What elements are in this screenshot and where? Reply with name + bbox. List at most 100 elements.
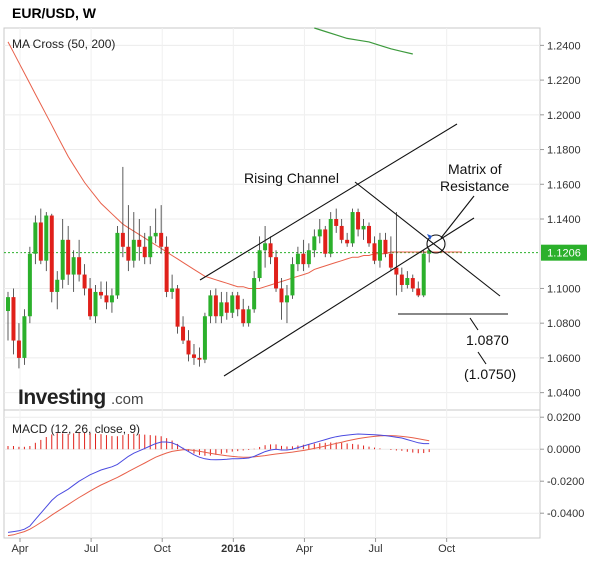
logo-text: Investing bbox=[18, 386, 106, 409]
candle bbox=[120, 166, 125, 258]
candle bbox=[263, 225, 268, 268]
candle-body bbox=[339, 225, 344, 240]
candle-body bbox=[104, 295, 109, 303]
price-tick-label: 1.1800 bbox=[547, 145, 581, 157]
candle bbox=[328, 212, 333, 258]
candle bbox=[410, 274, 415, 292]
candle bbox=[66, 225, 71, 285]
price-axis: 1.2400 1.2200 1.2000 1.1800 1.1600 1.1400 1.12… bbox=[540, 40, 587, 400]
candle-body bbox=[11, 297, 16, 341]
candle bbox=[33, 215, 38, 265]
chart-title: EUR/USD, W bbox=[12, 5, 96, 21]
candle bbox=[306, 243, 311, 268]
time-tick-label: Jul bbox=[369, 543, 383, 555]
candle-body bbox=[148, 236, 153, 258]
candle-body bbox=[6, 297, 10, 312]
callout-line-1 bbox=[469, 317, 479, 331]
macd-layer bbox=[7, 432, 430, 537]
candle bbox=[22, 309, 27, 365]
candle bbox=[164, 236, 169, 298]
candle-body bbox=[230, 295, 235, 313]
candle-body bbox=[383, 239, 388, 254]
candle-body bbox=[345, 239, 350, 244]
candle bbox=[421, 250, 426, 298]
candle bbox=[170, 274, 175, 299]
candle-body bbox=[279, 288, 284, 303]
candle bbox=[339, 219, 344, 244]
candle bbox=[11, 288, 16, 355]
candle-body bbox=[109, 295, 114, 303]
candle-body bbox=[394, 267, 399, 275]
candle bbox=[284, 284, 289, 324]
candle-body bbox=[257, 250, 262, 279]
resistance-line bbox=[354, 181, 501, 297]
logo-suffix: .com bbox=[111, 391, 144, 408]
candle-body bbox=[323, 229, 328, 254]
candle-body bbox=[301, 253, 306, 265]
candle-body bbox=[263, 243, 268, 251]
price-tick-label: 1.1400 bbox=[547, 214, 581, 226]
candle bbox=[252, 271, 257, 313]
candle-body bbox=[361, 225, 366, 230]
current-price-badge bbox=[541, 244, 587, 261]
investing-logo: Investing .com bbox=[18, 386, 144, 409]
candle-body bbox=[60, 239, 65, 280]
candle-body bbox=[306, 250, 311, 265]
candle-body bbox=[224, 302, 229, 313]
candle bbox=[16, 323, 21, 369]
time-tick-label: Jul bbox=[84, 543, 98, 555]
callout-line-2 bbox=[477, 351, 487, 365]
candle-body bbox=[93, 291, 98, 317]
candle-body bbox=[202, 316, 207, 360]
candle bbox=[345, 232, 350, 247]
candle-body bbox=[66, 239, 71, 275]
time-tick-label: Apr bbox=[296, 543, 313, 555]
macd-axis: 0.0200 0.0000 -0.0200 -0.0400 bbox=[540, 412, 584, 520]
time-tick-label: Oct bbox=[438, 543, 455, 555]
candle bbox=[241, 298, 246, 327]
candle-body bbox=[421, 253, 426, 296]
price-tick-label: 1.2200 bbox=[547, 75, 581, 87]
matrix-pointer-line bbox=[440, 195, 475, 239]
candle-body bbox=[372, 243, 377, 261]
macd-label: MACD (12, 26, close, 9) bbox=[12, 422, 140, 436]
candle-body bbox=[416, 288, 421, 296]
candle bbox=[148, 225, 153, 265]
candle-body bbox=[197, 357, 202, 360]
candle bbox=[60, 219, 65, 289]
price-tick-label: 1.0400 bbox=[547, 388, 581, 400]
annotation-resistance: Resistance bbox=[440, 178, 509, 194]
candle bbox=[235, 291, 240, 317]
macd-tick-label: 0.0200 bbox=[547, 412, 581, 424]
candle bbox=[49, 213, 54, 303]
candle bbox=[137, 219, 142, 261]
price-tick-label: 1.2400 bbox=[547, 40, 581, 52]
candle bbox=[405, 271, 410, 289]
time-tick-label: Oct bbox=[154, 543, 171, 555]
candle-body bbox=[334, 219, 339, 226]
candle-body bbox=[213, 295, 218, 317]
ma200-line bbox=[314, 27, 413, 55]
candle bbox=[153, 208, 158, 244]
candle-body bbox=[16, 340, 21, 358]
candle-body bbox=[252, 278, 257, 310]
candle-body bbox=[126, 246, 131, 261]
channel-upper-line bbox=[199, 123, 458, 281]
candle-body bbox=[22, 316, 27, 358]
candle-body bbox=[208, 295, 213, 317]
candle-body bbox=[159, 232, 164, 247]
price-tick-label: 1.0800 bbox=[547, 318, 581, 330]
candle-body bbox=[350, 212, 355, 244]
candle-body bbox=[388, 253, 393, 268]
candle-body bbox=[88, 288, 93, 317]
candle bbox=[55, 271, 60, 310]
annotation-rising-channel: Rising Channel bbox=[244, 170, 339, 186]
candle bbox=[104, 281, 109, 310]
candle bbox=[230, 291, 235, 318]
grid-lines bbox=[4, 28, 540, 538]
price-tick-label: 1.1000 bbox=[547, 283, 581, 295]
candle-body bbox=[115, 232, 120, 296]
candle-body bbox=[49, 215, 54, 292]
